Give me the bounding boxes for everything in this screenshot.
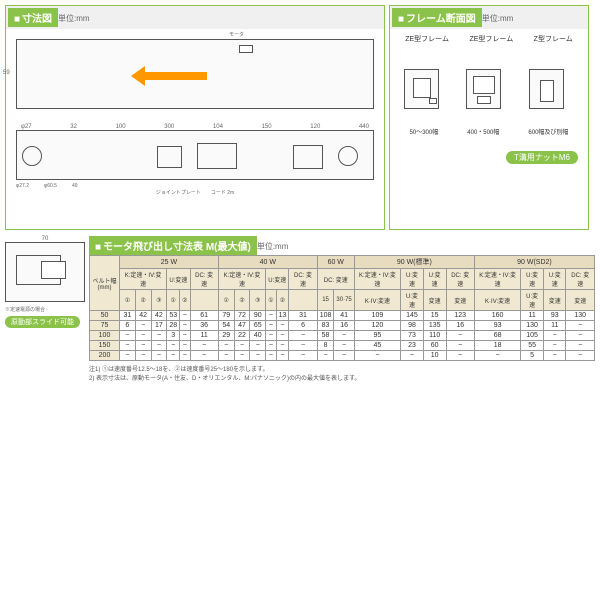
dimension-drawing: モータ 59 φ27 32 100 300 104 150 120 <box>6 29 384 229</box>
side-height-dim: 59 <box>3 70 10 76</box>
table-row: 100−−−3−11292240−−−58−9573110−68105−− <box>90 331 595 341</box>
motor-label: モータ <box>229 31 244 38</box>
plan-view: φ27.2 φ60.5 49 ジョイントプレート コード 2m <box>16 130 374 220</box>
slide-section: 70 ※定速電源の場合 原動部スライド可能 <box>5 236 85 328</box>
sunpou-title: 寸法図 <box>8 8 58 27</box>
table-row: 200−−−−−−−−−−−−−−−−10−−5−− <box>90 351 595 361</box>
table-notes: 注1) ①は速度番号12.5～18を、②は速度番号25～180を示します。 2)… <box>89 364 595 382</box>
motor-table: ベルト幅 (mm) 25 W 40 W 60 W 90 W(標準) 90 W(S… <box>89 255 595 361</box>
table-row: 756−1728−36544765−−683161209813516931301… <box>90 321 595 331</box>
frame-width-labels: 50～300幅 400・500幅 600幅及び別幅 <box>395 127 583 136</box>
motor-table-section: モータ飛び出し寸法表 M(最大値) 単位:mm ベルト幅 (mm) 25 W 4… <box>89 236 595 382</box>
table-row: 150−−−−−−−−−−−−8−452360−1855−− <box>90 341 595 351</box>
motor-title: モータ飛び出し寸法表 M(最大値) <box>89 236 257 255</box>
frame-section: フレーム断面図 単位:mm ZE型フレーム ZE型フレーム Z型フレーム 50～… <box>389 5 589 230</box>
frame-unit: 単位:mm <box>482 13 514 24</box>
frame-profiles <box>395 49 583 119</box>
motor-unit: 単位:mm <box>257 241 289 252</box>
frame-title: フレーム断面図 <box>392 8 482 27</box>
belt-header: ベルト幅 (mm) <box>90 256 120 311</box>
nut-badge: T溝用ナットM6 <box>506 151 578 164</box>
slide-badge: 原動部スライド可能 <box>5 316 80 328</box>
slide-note: ※定速電源の場合 <box>5 306 85 313</box>
side-view: 59 <box>16 39 374 109</box>
table-row: 5031424253−61797290−13311084110914515123… <box>90 311 595 321</box>
sunpou-section: 寸法図 単位:mm モータ 59 φ27 32 100 300 <box>5 5 385 230</box>
frame-type-labels: ZE型フレーム ZE型フレーム Z型フレーム <box>395 34 583 44</box>
direction-arrow <box>137 70 217 82</box>
sunpou-unit: 単位:mm <box>58 13 90 24</box>
